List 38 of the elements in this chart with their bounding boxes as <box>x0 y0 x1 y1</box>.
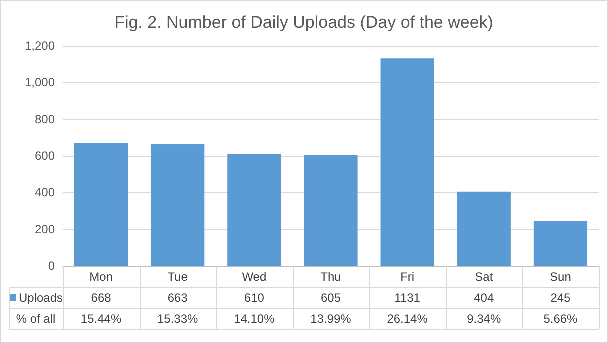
data-label: 668 <box>90 290 112 306</box>
text: 13.99% <box>310 310 352 328</box>
y-tick-label: 0 <box>48 259 56 273</box>
text: % of all <box>15 310 57 328</box>
bar <box>151 144 205 266</box>
bar <box>457 192 511 266</box>
bar <box>304 155 358 266</box>
data-label: 404 <box>473 290 496 306</box>
text: 26.14% <box>386 310 429 328</box>
text: 14.10% <box>233 310 276 328</box>
text: 15.33% <box>156 310 200 328</box>
y-tick-label: 800 <box>34 112 56 126</box>
data-label: 610 <box>243 290 266 306</box>
bar <box>380 58 434 266</box>
x-tick-label: Mon <box>90 270 113 284</box>
chart-title: Fig. 2. Number of Daily Uploads (Day of the week) <box>114 13 494 32</box>
legend-label: Uploads <box>18 290 63 306</box>
data-label: 245 <box>550 290 572 306</box>
text: 9.34% <box>466 310 502 328</box>
x-tick-label: Tue <box>168 270 188 284</box>
y-tick-label: 1,200 <box>24 39 56 53</box>
y-tick-label: 200 <box>34 222 56 236</box>
y-tick-label: 600 <box>34 149 56 163</box>
text: 5.66% <box>542 310 579 328</box>
x-tick-label: Fri <box>400 270 415 284</box>
data-label: 1131 <box>394 290 422 306</box>
bar <box>534 221 588 266</box>
x-tick-label: Sat <box>475 270 494 284</box>
text: 15.44% <box>80 310 123 328</box>
x-tick-label: Sun <box>550 270 572 284</box>
data-label: 663 <box>166 290 189 306</box>
bar <box>228 154 282 266</box>
y-tick-label: 400 <box>34 186 56 200</box>
x-tick-label: Wed <box>242 270 267 284</box>
y-tick-label: 1,000 <box>24 76 56 90</box>
data-label: 605 <box>320 290 342 306</box>
bar <box>74 144 128 266</box>
x-tick-label: Thu <box>320 270 342 284</box>
